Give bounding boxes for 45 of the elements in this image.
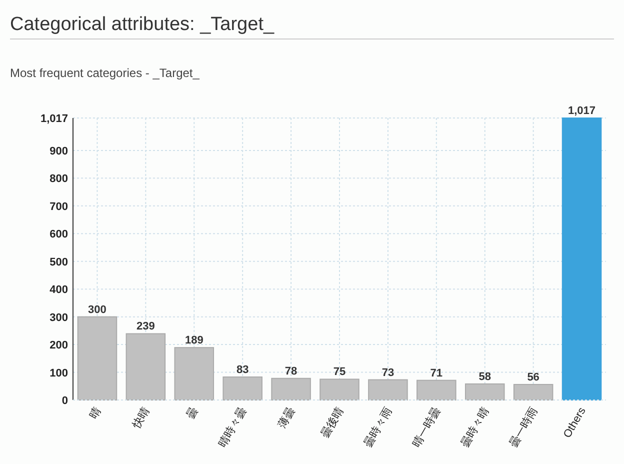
x-tick-label: 快晴 (130, 405, 152, 432)
data-label: 189 (184, 334, 204, 347)
x-tick-label: 晴時々曇 (216, 405, 250, 450)
data-label: 78 (284, 365, 298, 378)
chart-title: Categorical attributes: _Target_ (10, 14, 274, 35)
bar (368, 379, 408, 400)
bar (416, 380, 456, 400)
x-tick-label: 曇後晴 (318, 405, 346, 440)
y-tick-label: 600 (50, 228, 68, 241)
y-tick-label: 500 (50, 256, 68, 268)
x-tick-label: 曇 (184, 406, 201, 422)
x-tick-label: 曇時々雨 (361, 405, 395, 450)
x-tick-label: 晴一時曇 (410, 405, 444, 450)
chart-subtitle: Most frequent categories - _Target_ (10, 66, 200, 80)
bar (77, 316, 118, 400)
data-label: 1,017 (568, 105, 596, 117)
bar (271, 378, 311, 400)
y-tick-label: 200 (50, 340, 68, 352)
data-label: 83 (236, 364, 249, 376)
y-tick-label: 700 (50, 200, 68, 213)
x-tick-label: 曇一時雨 (506, 405, 540, 450)
bar (562, 118, 602, 400)
data-label: 73 (382, 366, 394, 379)
bar (174, 347, 214, 400)
bar (222, 376, 262, 400)
data-label: 56 (527, 371, 540, 384)
x-tick-label: 晴 (87, 405, 104, 422)
x-tick-label: 曇時々晴 (458, 405, 492, 450)
y-tick-label: 300 (50, 312, 68, 324)
x-tick-label: 薄曇 (275, 405, 298, 431)
y-tick-label: 800 (50, 173, 68, 186)
y-tick-label: 400 (50, 284, 68, 296)
data-label: 75 (333, 366, 346, 378)
bar (320, 378, 360, 400)
bar (464, 383, 505, 400)
data-label: 239 (136, 320, 155, 333)
y-tick-label: 900 (50, 145, 68, 158)
y-tick-label: 1,017 (40, 113, 68, 125)
data-label: 71 (430, 367, 443, 380)
bar (126, 333, 166, 400)
y-tick-label: 100 (50, 367, 68, 380)
bar (513, 384, 554, 400)
data-label: 300 (88, 304, 106, 316)
y-tick-label: 0 (62, 395, 68, 407)
data-label: 58 (478, 370, 491, 383)
